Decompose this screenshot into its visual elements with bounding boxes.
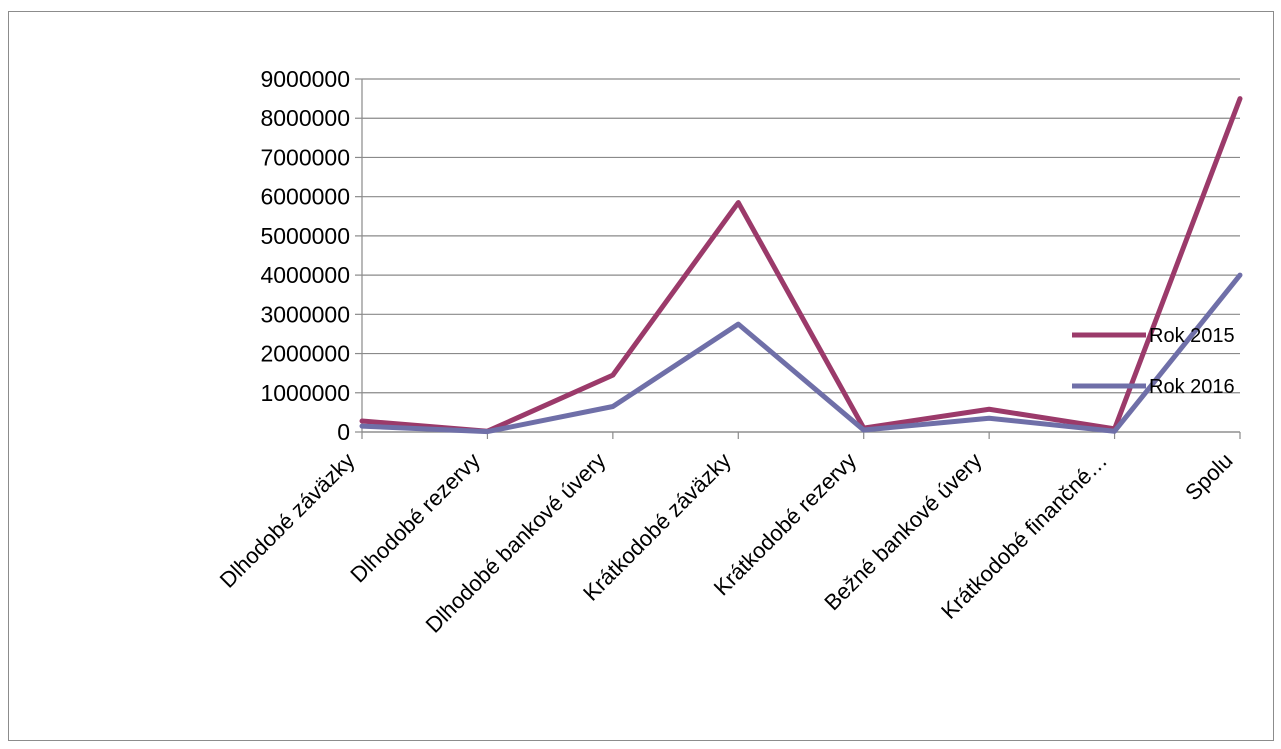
y-tick-label: 6000000 bbox=[260, 184, 350, 210]
chart-frame bbox=[8, 11, 1274, 741]
y-tick-label: 4000000 bbox=[260, 262, 350, 288]
x-category-label: Spolu bbox=[1180, 448, 1237, 505]
y-axis-tick-labels: 0 1000000 2000000 3000000 4000000 5000000 6000… bbox=[260, 66, 350, 445]
series-line bbox=[359, 272, 1243, 435]
y-tick-label: 0 bbox=[337, 419, 350, 445]
y-tick-label: 8000000 bbox=[260, 105, 350, 131]
axes bbox=[355, 78, 1241, 439]
y-tick-label: 7000000 bbox=[260, 144, 350, 170]
x-category-label: Dlhodobé záväzky bbox=[215, 448, 360, 593]
legend-label: Rok 2015 bbox=[1149, 325, 1235, 347]
x-category-label: Dlhodobé rezervy bbox=[345, 448, 485, 588]
y-tick-label: 2000000 bbox=[260, 341, 350, 367]
y-tick-label: 5000000 bbox=[260, 223, 350, 249]
legend: Rok 2015 Rok 2016 bbox=[1072, 325, 1235, 398]
y-tick-label: 3000000 bbox=[260, 301, 350, 327]
y-tick-label: 1000000 bbox=[260, 380, 350, 406]
legend-label: Rok 2016 bbox=[1149, 376, 1235, 398]
y-tick-label: 9000000 bbox=[260, 66, 350, 92]
series-lines bbox=[359, 96, 1243, 435]
series-line bbox=[359, 96, 1243, 434]
